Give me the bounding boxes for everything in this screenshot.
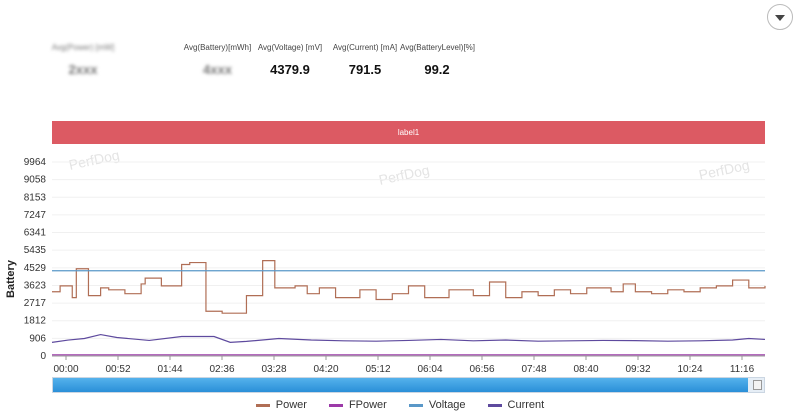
y-tick-label: 906 <box>29 333 46 344</box>
stat-value: 791.5 <box>348 62 382 77</box>
stat-avg-battery: Avg(Battery)[mWh] 4xxx <box>180 43 255 77</box>
y-tick-label: 4529 <box>24 263 47 274</box>
stat-avg-power: Avg(Power) [mW] 2xxx <box>48 43 118 77</box>
legend-label: Power <box>275 399 307 411</box>
legend-swatch <box>255 403 270 407</box>
x-tick-label: 00:52 <box>105 364 130 372</box>
y-tick-label: 1812 <box>24 316 47 327</box>
y-tick-label: 7247 <box>24 210 47 221</box>
y-tick-label: 9964 <box>24 157 47 168</box>
legend-label: FPower <box>348 399 387 411</box>
x-tick-label: 00:00 <box>53 364 78 372</box>
x-tick-label: 09:32 <box>625 364 650 372</box>
x-tick-label: 03:28 <box>261 364 286 372</box>
stat-avg-battery-level: Avg(BatteryLevel)[%] 99.2 <box>400 43 475 77</box>
watermark: PerfDog <box>697 157 751 183</box>
stat-avg-voltage: Avg(Voltage) [mV] 4379.9 <box>254 43 326 77</box>
legend-item-power[interactable]: Power <box>255 399 307 411</box>
y-tick-label: 6341 <box>24 228 47 239</box>
legend-swatch <box>328 403 343 407</box>
watermark: PerfDog <box>377 162 431 188</box>
label-bar[interactable]: label1 <box>52 121 765 144</box>
scrollbar-thumb[interactable] <box>53 378 748 392</box>
stat-label: Avg(Current) [mA] <box>332 43 398 52</box>
y-tick-label: 0 <box>40 351 46 362</box>
time-range-scrollbar[interactable] <box>52 377 765 393</box>
legend-swatch <box>408 403 423 407</box>
x-tick-label: 06:56 <box>469 364 494 372</box>
y-tick-label: 2717 <box>24 298 47 309</box>
stat-value: 2xxx <box>68 62 98 77</box>
x-tick-label: 02:36 <box>209 364 234 372</box>
stat-label: Avg(Voltage) [mV] <box>257 43 323 52</box>
x-tick-label: 08:40 <box>573 364 598 372</box>
label-bar-text: label1 <box>397 128 420 137</box>
x-tick-label: 05:12 <box>365 364 390 372</box>
legend-label: Current <box>507 399 545 411</box>
legend-label: Voltage <box>428 399 466 411</box>
stat-label: Avg(Power) [mW] <box>51 43 115 52</box>
stat-value: 4xxx <box>203 62 232 77</box>
y-tick-label: 5435 <box>24 245 47 256</box>
series-line-power <box>52 259 766 314</box>
x-tick-label: 04:20 <box>313 364 338 372</box>
chart-legend: Power FPower Voltage Current <box>0 399 800 411</box>
legend-item-current[interactable]: Current <box>487 399 545 411</box>
battery-chart: PerfDog PerfDog PerfDog 0 906 1812 2717 3623 452… <box>5 150 766 372</box>
x-tick-label: 11:16 <box>730 364 755 372</box>
stat-value: 4379.9 <box>270 62 310 77</box>
y-tick-label: 9058 <box>24 175 47 186</box>
scrollbar-handle[interactable] <box>753 380 762 390</box>
watermark: PerfDog <box>67 150 121 173</box>
y-axis-label: Battery <box>5 259 17 298</box>
x-tick-label: 10:24 <box>677 364 702 372</box>
stat-label: Avg(BatteryLevel)[%] <box>400 43 475 52</box>
y-tick-label: 8153 <box>24 192 47 203</box>
legend-item-voltage[interactable]: Voltage <box>408 399 466 411</box>
legend-swatch <box>487 403 502 407</box>
y-tick-label: 3623 <box>24 280 47 291</box>
chevron-down-icon[interactable] <box>767 4 793 30</box>
x-tick-label: 06:04 <box>417 364 442 372</box>
stat-label: Avg(Battery)[mWh] <box>183 43 252 52</box>
x-tick-label: 01:44 <box>157 364 182 372</box>
x-tick-label: 07:48 <box>521 364 546 372</box>
series-line-current <box>51 333 766 343</box>
legend-item-fpower[interactable]: FPower <box>328 399 387 411</box>
chevron-down-glyph <box>775 15 785 21</box>
stat-value: 99.2 <box>424 62 450 77</box>
stat-avg-current: Avg(Current) [mA] 791.5 <box>332 43 398 77</box>
